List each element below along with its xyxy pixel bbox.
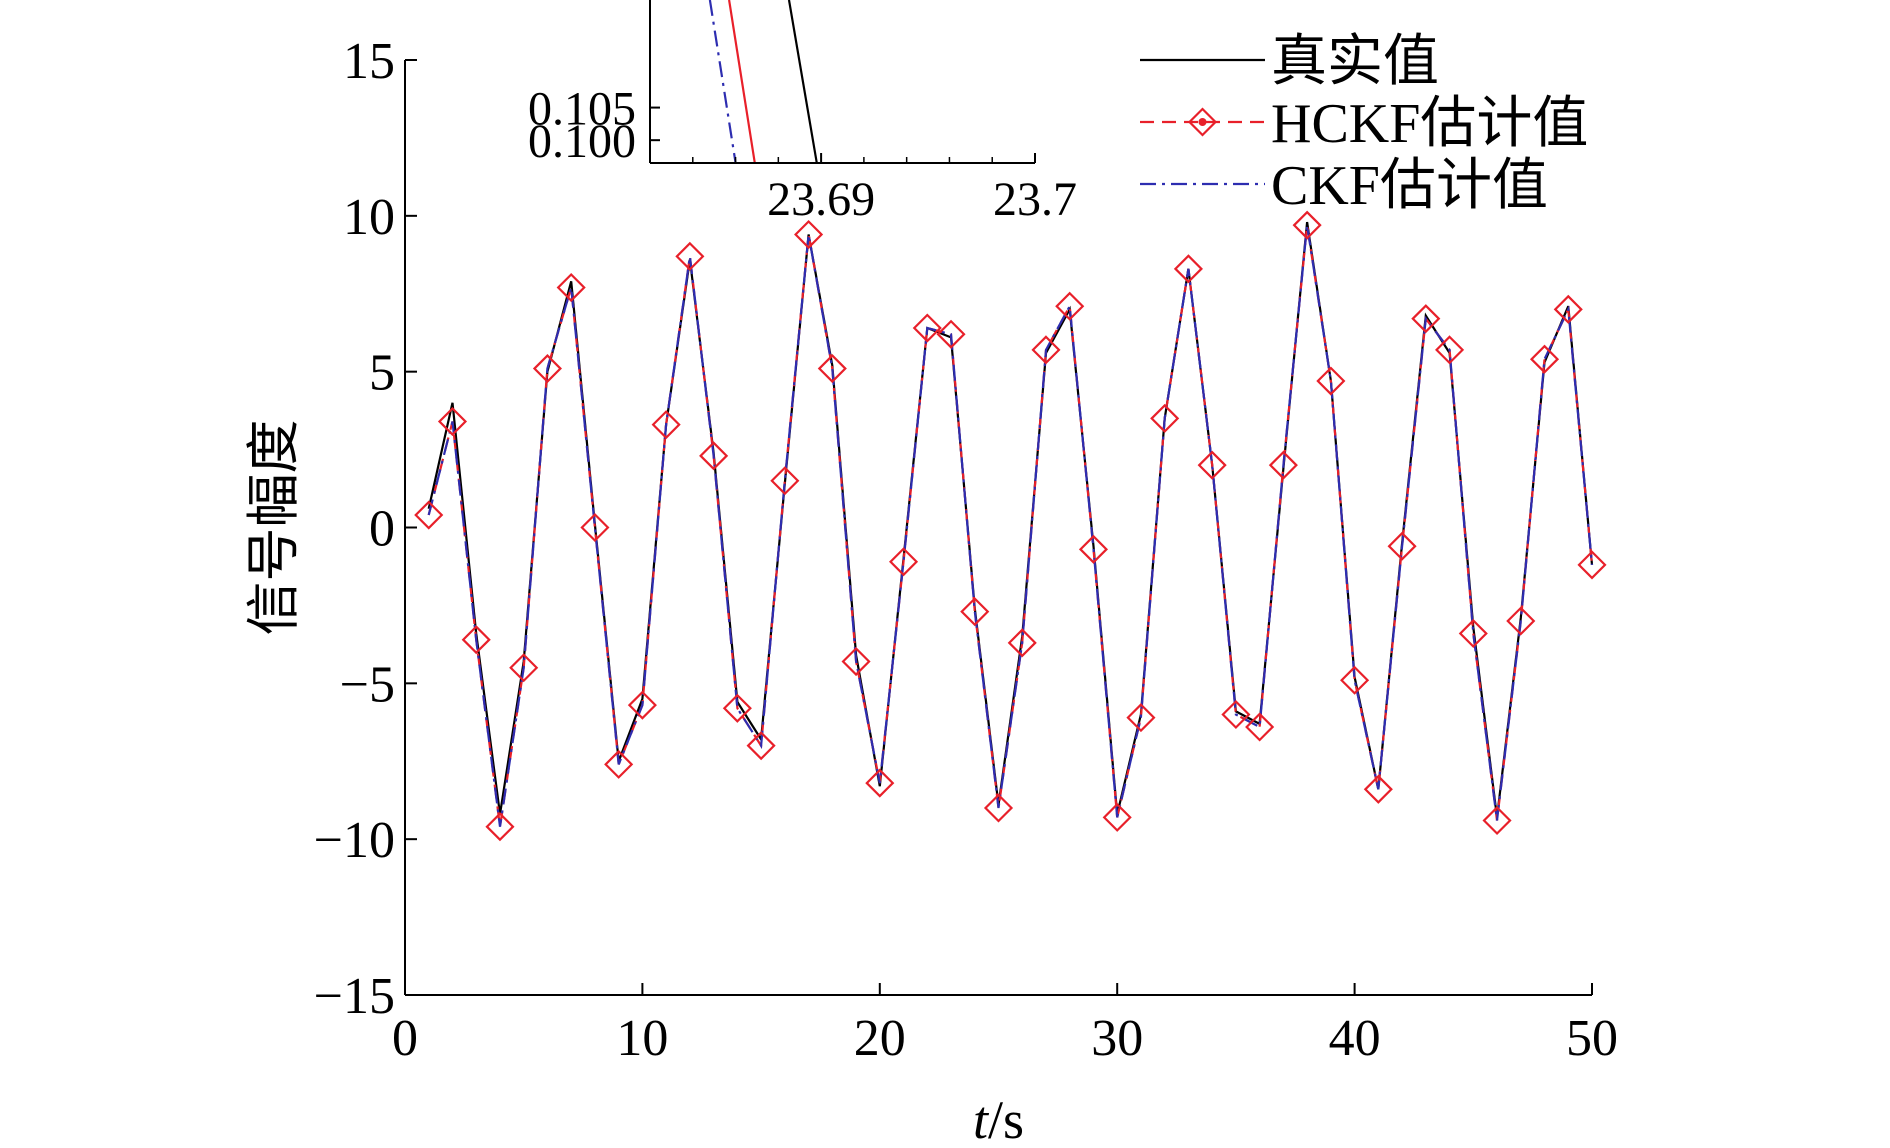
data-point-marker	[1411, 304, 1441, 334]
data-point-marker	[1553, 294, 1583, 324]
data-point-marker	[1387, 531, 1417, 561]
inset-y-tick-label: 0.105	[528, 83, 636, 136]
data-point-marker	[1292, 210, 1322, 240]
main-plot-area: −15 −10 −5 0 5 10 15 0 10 20 30 40 50 信号幅度 t/s	[244, 33, 1618, 1148]
data-point-marker	[1221, 699, 1251, 730]
data-point-marker	[770, 466, 800, 496]
data-point-marker	[746, 731, 776, 761]
data-point-marker	[485, 812, 515, 842]
data-point-marker	[1529, 344, 1560, 374]
inset-series-line-2	[708, 0, 737, 164]
x-tick-label: 10	[616, 1010, 668, 1067]
main-series-group	[414, 210, 1607, 842]
data-point-marker	[414, 500, 444, 530]
inset-series-line-1	[728, 0, 756, 164]
inset-x-tick-label: 23.7	[993, 173, 1077, 226]
data-point-marker	[1340, 665, 1370, 695]
data-point-marker	[1316, 366, 1346, 396]
data-point-marker	[1197, 450, 1227, 480]
legend-label-2: CKF估计值	[1271, 155, 1548, 217]
data-point-marker	[1482, 805, 1512, 836]
x-tick-label: 0	[392, 1010, 418, 1067]
data-point-marker	[794, 219, 824, 250]
y-tick-label: −15	[314, 968, 395, 1025]
series-line-2	[427, 225, 1594, 827]
inset-y-tick-label: 0.100	[528, 115, 636, 168]
inset-x-tick-label: 23.69	[767, 173, 875, 226]
y-tick-label: −10	[314, 812, 395, 869]
data-point-marker	[604, 749, 634, 779]
data-point-marker	[675, 241, 705, 271]
y-tick-label: 10	[343, 189, 395, 246]
y-tick-label: −5	[340, 656, 395, 713]
inset-series-group	[708, 0, 818, 164]
data-point-marker	[1007, 628, 1037, 658]
data-point-marker	[699, 441, 729, 471]
y-tick-label: 0	[369, 501, 395, 558]
data-point-marker	[1102, 802, 1132, 832]
data-point-marker	[865, 768, 895, 798]
data-point-marker	[960, 597, 990, 627]
data-point-marker	[912, 313, 942, 343]
data-point-marker	[437, 406, 468, 437]
legend-label-0: 真实值	[1271, 31, 1439, 93]
data-point-marker	[509, 653, 539, 683]
data-point-marker	[580, 512, 610, 543]
legend-label-1: HCKF估计值	[1271, 93, 1588, 155]
data-point-marker	[1173, 254, 1203, 284]
x-tick-label: 40	[1329, 1010, 1381, 1067]
data-point-marker	[1031, 335, 1061, 365]
data-point-marker	[627, 690, 657, 720]
y-axis-label: 信号幅度	[244, 420, 304, 636]
x-tick-label: 20	[854, 1010, 906, 1067]
data-point-marker	[1363, 774, 1393, 804]
y-tick-label: 15	[343, 33, 395, 90]
data-point-marker	[1055, 291, 1085, 321]
data-point-marker	[1577, 550, 1607, 580]
main-axes: −15 −10 −5 0 5 10 15 0 10 20 30 40 50	[314, 33, 1618, 1067]
data-point-marker	[1126, 703, 1156, 733]
data-point-marker	[817, 353, 847, 384]
data-point-marker	[556, 272, 586, 303]
data-point-marker	[936, 319, 966, 349]
legend-marker-diamond	[1187, 107, 1218, 137]
x-tick-label: 30	[1091, 1010, 1143, 1067]
data-point-marker	[841, 646, 871, 677]
data-point-marker	[1435, 335, 1465, 365]
data-point-marker	[888, 547, 919, 577]
data-point-marker	[722, 693, 752, 723]
data-point-marker	[532, 353, 562, 384]
data-point-marker	[651, 410, 681, 440]
x-axis-label-variable: t	[973, 1090, 990, 1148]
x-axis-label: t/s	[973, 1090, 1024, 1148]
data-point-marker	[983, 793, 1014, 823]
legend-marker-dot	[1198, 118, 1207, 126]
data-point-marker	[1268, 450, 1298, 480]
data-point-marker	[1458, 618, 1488, 649]
x-tick-label: 50	[1566, 1010, 1618, 1067]
inset-series-line-0	[787, 0, 818, 164]
x-axis-label-unit: /s	[988, 1090, 1024, 1148]
data-point-marker	[1150, 403, 1180, 433]
y-tick-label: 5	[369, 345, 395, 402]
data-point-marker	[1506, 606, 1536, 636]
data-point-marker	[1078, 534, 1109, 564]
data-point-marker	[1245, 712, 1275, 742]
data-point-marker	[461, 625, 491, 655]
